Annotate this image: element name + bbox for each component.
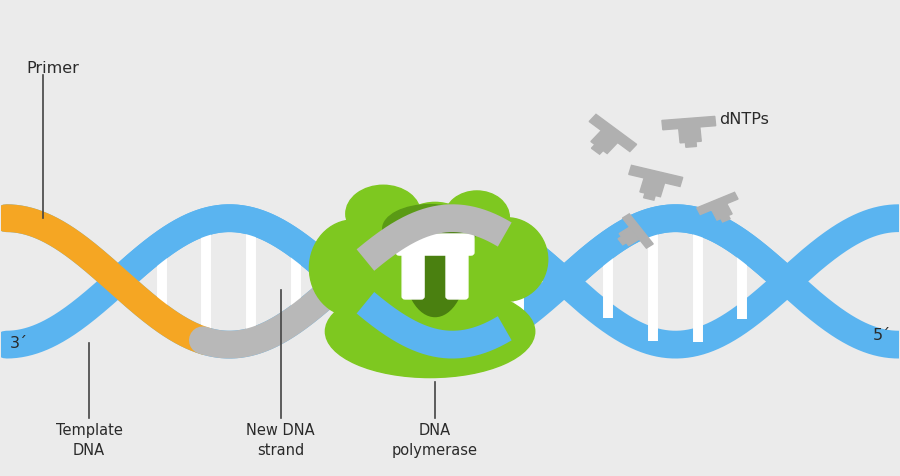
FancyBboxPatch shape: [396, 235, 474, 256]
PathPatch shape: [679, 128, 701, 148]
PathPatch shape: [712, 204, 732, 222]
Text: DNA
polymerase: DNA polymerase: [392, 422, 478, 457]
Text: dNTPs: dNTPs: [719, 112, 769, 127]
Text: 5´: 5´: [9, 220, 28, 235]
Ellipse shape: [310, 220, 397, 317]
FancyBboxPatch shape: [402, 248, 424, 299]
Ellipse shape: [326, 286, 535, 378]
Ellipse shape: [404, 212, 466, 317]
PathPatch shape: [618, 228, 639, 246]
Text: Template
DNA: Template DNA: [56, 422, 122, 457]
Text: 5´: 5´: [872, 327, 891, 342]
Polygon shape: [590, 115, 636, 152]
Ellipse shape: [466, 218, 548, 301]
Text: 3´: 3´: [9, 336, 27, 351]
PathPatch shape: [591, 131, 617, 155]
Ellipse shape: [382, 205, 477, 253]
PathPatch shape: [640, 178, 664, 201]
Ellipse shape: [382, 203, 488, 317]
Polygon shape: [697, 193, 738, 215]
Text: Primer: Primer: [26, 61, 79, 76]
Polygon shape: [629, 166, 683, 187]
Polygon shape: [662, 117, 716, 130]
Polygon shape: [623, 214, 653, 248]
Ellipse shape: [445, 191, 509, 244]
Ellipse shape: [346, 186, 420, 243]
FancyBboxPatch shape: [446, 248, 468, 299]
Text: New DNA
strand: New DNA strand: [247, 422, 315, 457]
